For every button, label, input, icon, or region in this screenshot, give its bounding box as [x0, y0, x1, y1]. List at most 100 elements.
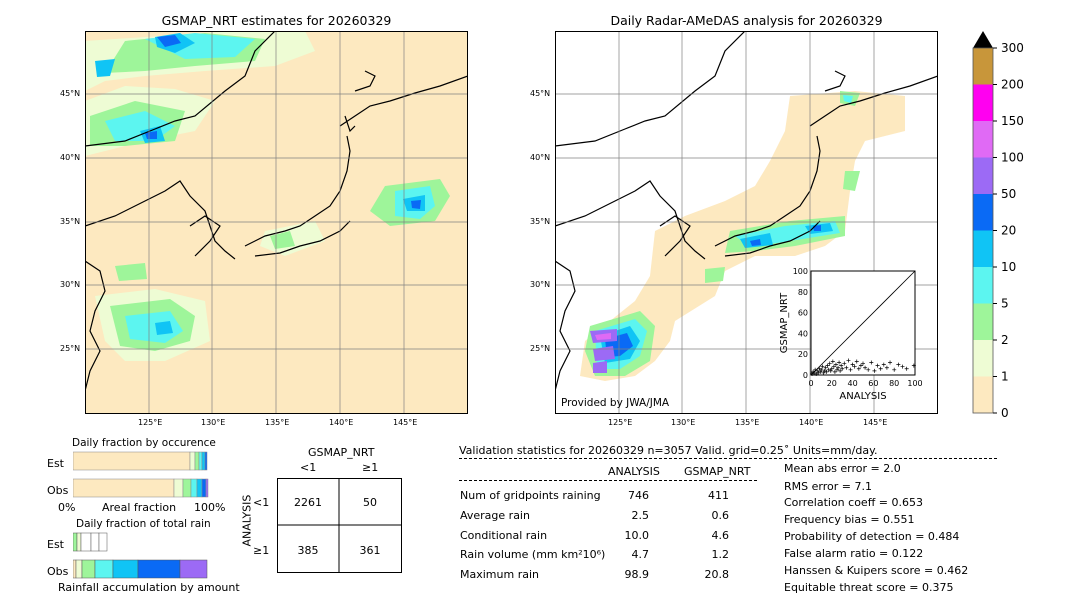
colorbar-segment [973, 376, 993, 413]
scatter-xtick: 0 [808, 379, 813, 388]
left-precip-blobs [85, 31, 450, 361]
right-lon-label: 135°E [735, 418, 760, 427]
scatter-point [896, 362, 901, 367]
left-lat-label: 25°N [60, 344, 81, 353]
scatter-plot: 00 20 20 40 40 60 60 80 80 100 100 ANALYSIS GSMAP_… [779, 267, 923, 402]
right-lat-label: 25°N [530, 344, 551, 353]
scatter-point [827, 361, 832, 366]
score-line: False alarm ratio = 0.122 [784, 547, 924, 560]
scatter-point [854, 359, 859, 364]
occurrence-left-label: 0% [58, 501, 76, 514]
scatter-point [842, 361, 847, 366]
occurrence-title: Daily fraction by occurence [72, 437, 216, 449]
total-rain-est-bar [73, 532, 108, 552]
validation-col-gsmap: GSMAP_NRT [684, 465, 751, 478]
scatter-point [823, 365, 828, 370]
colorbar-label: 100 [1001, 151, 1024, 165]
scatter-point [830, 359, 835, 364]
colorbar-segment [973, 303, 993, 340]
scatter-xtick: 80 [889, 379, 899, 388]
scatter-point [872, 368, 877, 373]
validation-divider [459, 458, 997, 459]
occurrence-est-label: Est [47, 457, 64, 470]
scatter-xtick: 100 [907, 379, 922, 388]
left-lat-label: 45°N [60, 89, 81, 98]
scatter-point [826, 367, 831, 372]
left-lon-label: 125°E [138, 418, 163, 427]
scatter-point [822, 368, 827, 373]
scatter-xtick: 40 [848, 379, 858, 388]
scatter-diagonal [810, 270, 916, 376]
scatter-point [835, 367, 839, 372]
scatter-point [858, 363, 863, 368]
scatter-point [869, 360, 874, 365]
left-map-title: GSMAP_NRT estimates for 20260329 [161, 13, 392, 28]
total-rain-axis-label: Rainfall accumulation by amount [58, 581, 240, 594]
left-coastlines [85, 31, 468, 392]
left-lon-label: 135°E [265, 418, 290, 427]
total-rain-obs-label: Obs [47, 565, 69, 578]
contingency-row-axis: ANALYSIS [240, 494, 254, 547]
data-credit: Provided by JWA/JMA [561, 397, 670, 409]
scatter-point [863, 365, 868, 370]
contingency-grid [277, 478, 402, 573]
colorbar-segments [973, 48, 993, 413]
score-line: Equitable threat score = 0.375 [784, 581, 954, 594]
scatter-point [856, 366, 861, 371]
scatter-point [813, 367, 818, 372]
validation-header: Validation statistics for 20260329 n=305… [459, 444, 878, 457]
scatter-point [884, 365, 889, 370]
colorbar-label: 5 [1001, 297, 1009, 311]
occurrence-obs-bar [73, 478, 209, 498]
scatter-point [815, 368, 820, 373]
stat-analysis-value: 2.5 [631, 509, 650, 522]
colorbar-segment [973, 84, 993, 121]
occurrence-est-bar [73, 451, 208, 471]
colorbar-label: 1 [1001, 370, 1009, 384]
scatter-xtick: 20 [827, 379, 837, 388]
scatter-point [831, 364, 836, 369]
scatter-point [878, 366, 883, 371]
scatter-point [833, 362, 838, 367]
scatter-ytick: 0 [803, 371, 808, 380]
total-rain-bars [73, 532, 208, 579]
colorbar-extend-arrow [973, 31, 993, 48]
scatter-point [846, 358, 851, 363]
contingency-col-ge: ≥1 [362, 461, 379, 474]
scatter-point [816, 370, 821, 375]
scatter-point [881, 362, 886, 367]
colorbar-label: 200 [1001, 78, 1024, 92]
scatter-point [837, 360, 842, 365]
right-coastlines [555, 31, 938, 392]
validation-col-analysis: ANALYSIS [608, 465, 660, 478]
total-rain-title: Daily fraction of total rain [76, 518, 211, 530]
contingency-cell: 2261 [294, 496, 322, 509]
scatter-point [817, 366, 822, 371]
right-lat-label: 35°N [530, 217, 551, 226]
right-lon-label: 145°E [863, 418, 888, 427]
stat-label: Num of gridpoints raining [460, 489, 601, 502]
scatter-point [810, 371, 815, 376]
contingency-row-ge: ≥1 [253, 544, 270, 557]
left-lat-label: 40°N [60, 153, 81, 162]
colorbar-label: 150 [1001, 114, 1024, 128]
scatter-point [825, 363, 830, 368]
right-lat-label: 45°N [530, 89, 551, 98]
score-line: Probability of detection = 0.484 [784, 530, 960, 543]
scatter-point [812, 370, 817, 375]
scatter-point [875, 363, 880, 368]
left-lon-label: 140°E [329, 418, 354, 427]
scatter-ytick: 80 [798, 288, 808, 297]
scatter-point [848, 367, 853, 372]
left-map [85, 31, 468, 414]
scatter-point [844, 365, 849, 370]
colorbar-label: 300 [1001, 41, 1024, 55]
colorbar-segment [973, 267, 993, 304]
right-lat-label: 40°N [530, 153, 551, 162]
occurrence-right-label: 100% [194, 501, 226, 514]
colorbar-label: 0 [1001, 406, 1009, 420]
stat-analysis-value: 10.0 [624, 529, 650, 542]
score-line: Mean abs error = 2.0 [784, 462, 901, 475]
scatter-point [829, 366, 834, 371]
colorbar-segment [973, 230, 993, 267]
